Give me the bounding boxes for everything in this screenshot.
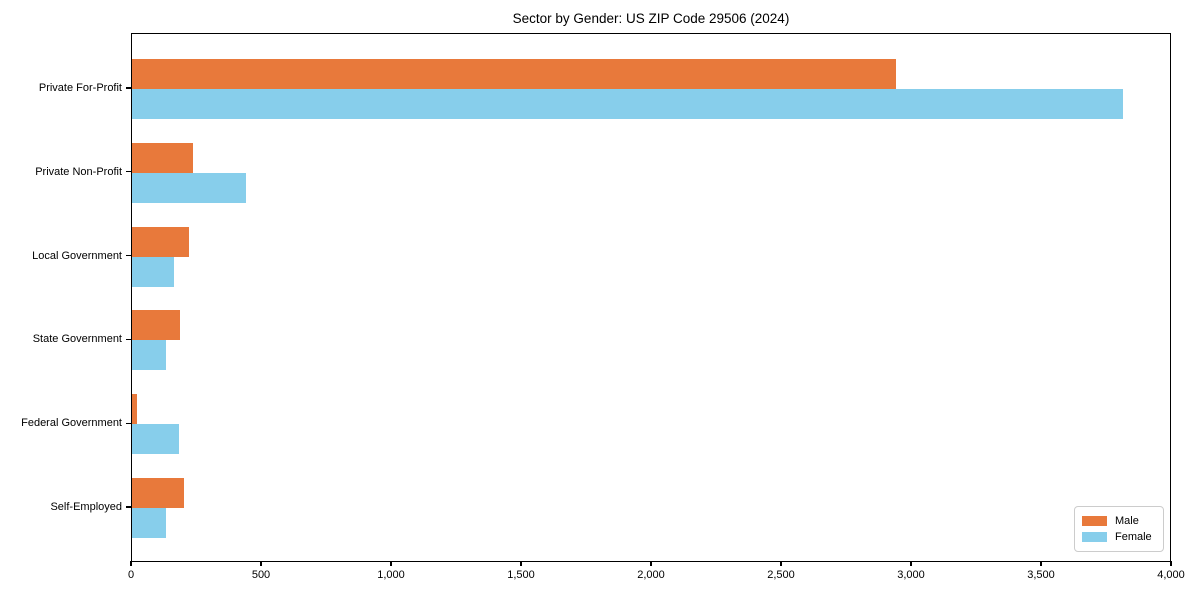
x-axis-tick-mark	[1170, 561, 1172, 566]
x-axis-tick-label: 2,500	[767, 569, 795, 581]
x-axis-tick-mark	[650, 561, 652, 566]
legend-label-male: Male	[1115, 515, 1139, 527]
y-axis-tick-mark	[126, 506, 131, 508]
y-axis-label-local-government: Local Government	[32, 249, 122, 262]
legend: Male Female	[1074, 506, 1164, 552]
bar-female-self-employed	[132, 508, 166, 538]
bar-male-private-for-profit	[132, 59, 897, 89]
x-axis-tick-label: 1,500	[507, 569, 535, 581]
bar-male-private-non-profit	[132, 142, 194, 173]
x-axis-tick-mark	[1040, 561, 1042, 566]
plot-area: Male Female	[131, 33, 1171, 562]
y-axis-tick-mark	[126, 87, 131, 89]
y-axis-label-federal-government: Federal Government	[21, 417, 122, 430]
x-axis-tick-label: 3,000	[897, 569, 925, 581]
x-axis-tick-label: 1,000	[377, 569, 405, 581]
y-axis-label-state-government: State Government	[32, 333, 122, 346]
legend-label-female: Female	[1115, 531, 1152, 543]
x-axis-tick-mark	[130, 561, 132, 566]
bar-female-local-government	[132, 256, 174, 287]
x-axis-tick-label: 3,500	[1027, 569, 1055, 581]
y-axis-tick-mark	[126, 338, 131, 340]
y-axis-tick-mark	[126, 255, 131, 257]
x-axis-tick-label: 2,000	[637, 569, 665, 581]
y-axis-label-private-for-profit: Private For-Profit	[38, 82, 122, 94]
y-axis-tick-mark	[126, 422, 131, 424]
legend-entry-male: Male	[1082, 513, 1155, 529]
x-axis-tick-label: 4,000	[1157, 569, 1185, 581]
y-axis-label-self-employed: Self-Employed	[50, 501, 122, 513]
bar-male-federal-government	[132, 394, 138, 425]
x-axis-tick-mark	[780, 561, 782, 566]
x-axis-tick-label: 0	[127, 569, 135, 581]
y-axis-label-private-non-profit: Private Non-Profit	[35, 165, 122, 178]
x-axis-tick-mark	[260, 561, 262, 566]
bar-female-state-government	[132, 340, 166, 371]
legend-swatch-female	[1082, 532, 1107, 542]
legend-swatch-male	[1082, 516, 1107, 526]
x-axis-tick-mark	[910, 561, 912, 566]
bar-male-local-government	[132, 226, 190, 257]
bar-female-private-for-profit	[132, 89, 1123, 119]
bar-male-self-employed	[132, 478, 184, 508]
x-axis-tick-label: 500	[251, 569, 271, 581]
chart-title: Sector by Gender: US ZIP Code 29506 (202…	[512, 11, 790, 26]
bar-female-private-non-profit	[132, 172, 247, 203]
x-axis-tick-mark	[390, 561, 392, 566]
bar-male-state-government	[132, 310, 181, 341]
y-axis-tick-mark	[126, 171, 131, 173]
legend-entry-female: Female	[1082, 529, 1155, 545]
bar-female-federal-government	[132, 424, 179, 455]
x-axis-tick-mark	[520, 561, 522, 566]
